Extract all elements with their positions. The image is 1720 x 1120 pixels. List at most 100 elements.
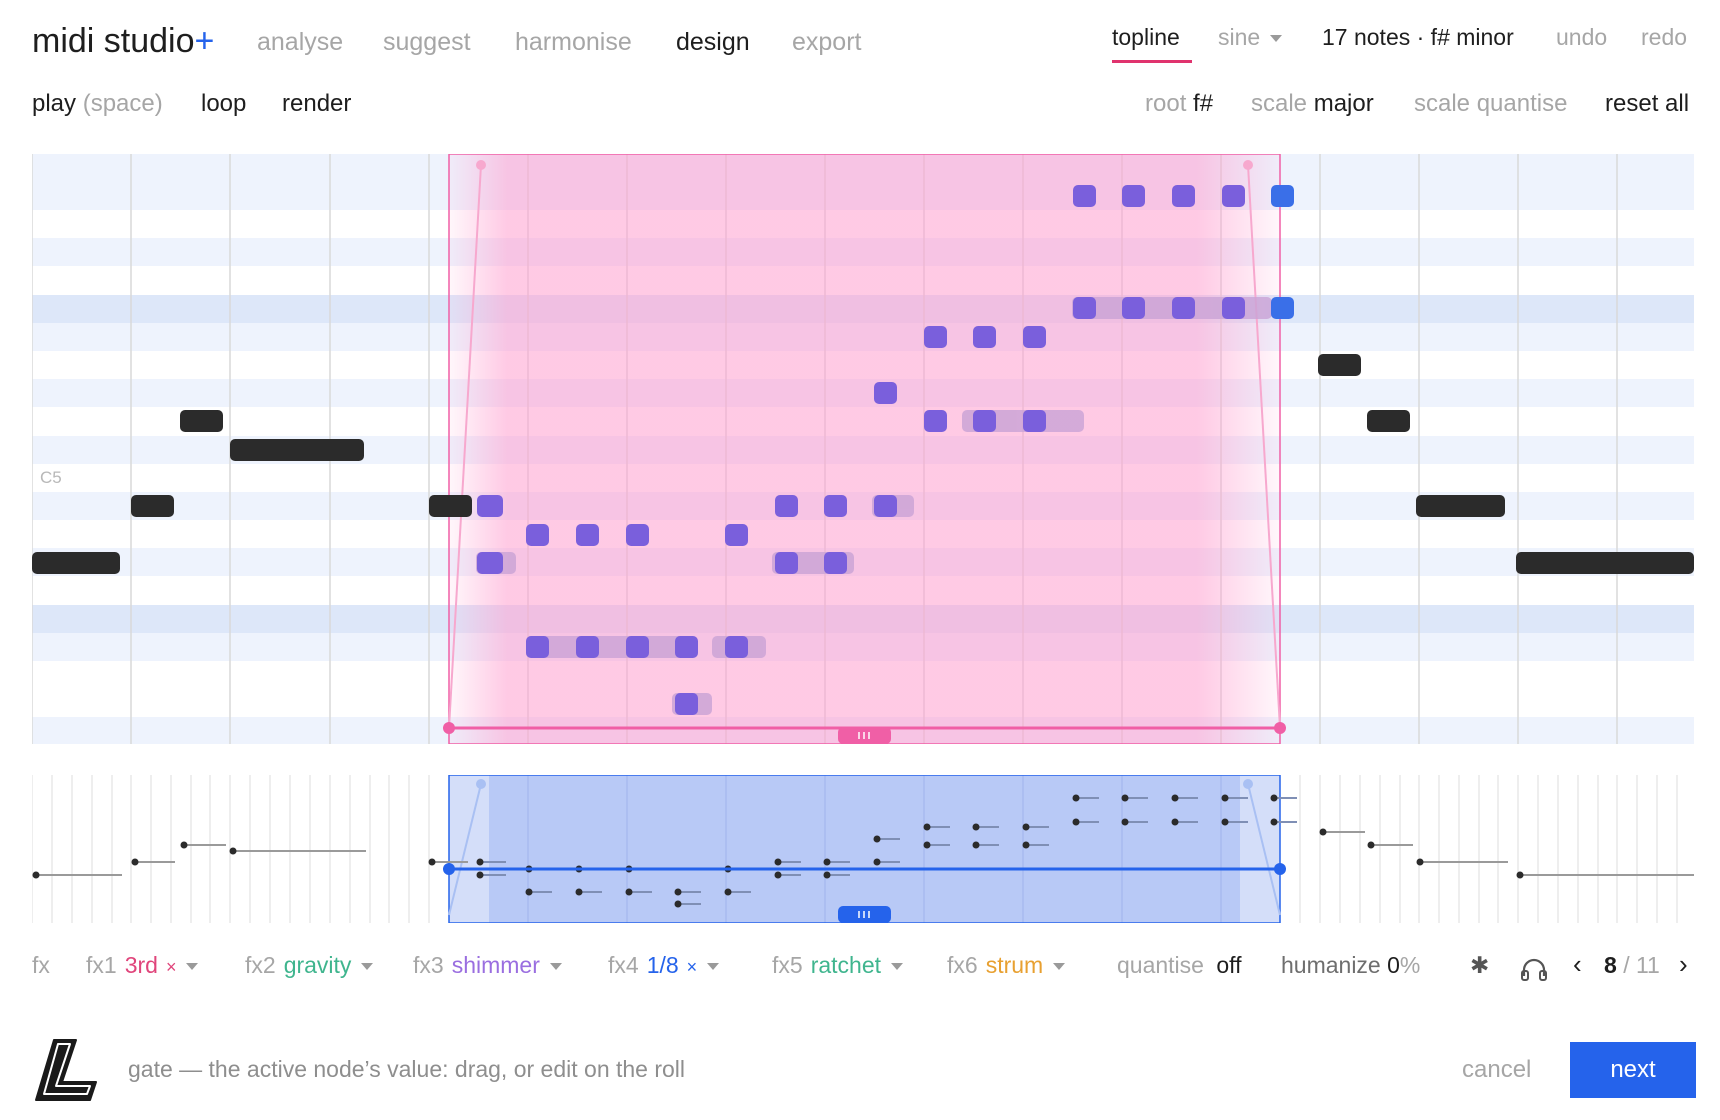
velocity-selection-border bbox=[448, 775, 1281, 923]
fx1-value: 3rd bbox=[124, 952, 158, 978]
humanize-control[interactable]: humanize 0% bbox=[1281, 952, 1420, 979]
velocity-fade-out bbox=[1247, 783, 1281, 916]
undo-button[interactable]: undo bbox=[1556, 24, 1608, 50]
note-summary: 17 notes · f# minor bbox=[1322, 24, 1514, 50]
gate-start-handle[interactable] bbox=[443, 863, 455, 875]
fade-out-curve bbox=[1247, 164, 1281, 729]
fx4-remove-icon[interactable]: × bbox=[686, 957, 698, 977]
fx4-slot[interactable]: fx4 1/8 × bbox=[608, 952, 720, 979]
root-label: root bbox=[1145, 90, 1187, 117]
humanize-label: humanize bbox=[1281, 952, 1381, 978]
fx5-name: fx5 bbox=[772, 952, 803, 978]
fx6-slot[interactable]: fx6 strum bbox=[947, 952, 1066, 979]
fx2-name: fx2 bbox=[245, 952, 276, 978]
nav-export[interactable]: export bbox=[792, 28, 862, 56]
scale-value: major bbox=[1313, 90, 1374, 117]
fx3-name: fx3 bbox=[413, 952, 444, 978]
fx3-value: shimmer bbox=[451, 952, 540, 978]
fx1-name: fx1 bbox=[86, 952, 117, 978]
velocity-fade-in-handle[interactable] bbox=[476, 779, 486, 789]
quantise-value: off bbox=[1216, 952, 1242, 978]
fx4-value: 1/8 bbox=[646, 952, 679, 978]
chevron-down-icon[interactable] bbox=[361, 963, 374, 971]
fx2-value: gravity bbox=[283, 952, 352, 978]
last-edited-notes[interactable] bbox=[1271, 185, 1294, 319]
gate-grip-icon bbox=[858, 911, 870, 918]
edited-notes[interactable] bbox=[477, 185, 1245, 715]
quantise-label: quantise bbox=[1117, 952, 1204, 978]
next-button[interactable]: next bbox=[1570, 1042, 1696, 1098]
status-message: gate — the active node’s value: drag, or… bbox=[128, 1056, 686, 1082]
velocity-nodes[interactable] bbox=[32, 794, 1524, 908]
scale-quantise-button[interactable]: scale quantise bbox=[1414, 90, 1568, 117]
chevron-down-icon[interactable] bbox=[707, 963, 720, 971]
brand-logo bbox=[35, 1039, 97, 1101]
synth-select[interactable]: sine bbox=[1218, 24, 1283, 51]
selection-border bbox=[448, 154, 1281, 744]
chevron-down-icon[interactable] bbox=[549, 963, 562, 971]
quantise-toggle[interactable]: quantise off bbox=[1117, 952, 1242, 979]
cancel-button[interactable]: cancel bbox=[1462, 1056, 1532, 1083]
synth-value: sine bbox=[1218, 24, 1261, 50]
chevron-down-icon[interactable] bbox=[1053, 963, 1066, 971]
nav-design[interactable]: design bbox=[676, 28, 750, 56]
gate-end-handle[interactable] bbox=[1274, 863, 1286, 875]
velocity-fade-left bbox=[449, 775, 489, 923]
loop-button[interactable]: loop bbox=[201, 90, 247, 117]
app-title: midi studio+ bbox=[32, 22, 214, 61]
scale-select[interactable]: scale major bbox=[1251, 90, 1374, 118]
fx3-slot[interactable]: fx3 shimmer bbox=[413, 952, 562, 979]
velocity-fade-in bbox=[448, 783, 482, 916]
plus-icon: + bbox=[194, 22, 215, 60]
fade-in-handle[interactable] bbox=[476, 160, 486, 170]
next-page-button[interactable]: › bbox=[1679, 949, 1688, 979]
c5-label: C5 bbox=[40, 468, 62, 487]
page-indicator: 8 / 11 bbox=[1604, 952, 1660, 979]
fade-out-handle[interactable] bbox=[1243, 160, 1253, 170]
root-select[interactable]: root f# bbox=[1145, 90, 1213, 118]
tab-underline bbox=[1112, 60, 1192, 63]
redo-button[interactable]: redo bbox=[1641, 24, 1688, 50]
fx1-remove-icon[interactable]: × bbox=[165, 957, 177, 977]
fx5-value: ratchet bbox=[810, 952, 882, 978]
fx5-slot[interactable]: fx5 ratchet bbox=[772, 952, 904, 979]
page-current: 8 bbox=[1604, 952, 1617, 978]
app-title-text: midi studio bbox=[32, 22, 195, 60]
root-value: f# bbox=[1193, 90, 1214, 117]
fx4-name: fx4 bbox=[608, 952, 639, 978]
play-label: play bbox=[32, 90, 77, 117]
original-notes bbox=[32, 354, 1694, 574]
play-button[interactable]: play (space) bbox=[32, 90, 163, 118]
velocity-selection[interactable] bbox=[449, 775, 1280, 923]
range-end-handle[interactable] bbox=[1274, 722, 1286, 734]
range-start-handle[interactable] bbox=[443, 722, 455, 734]
fx-label: fx bbox=[32, 952, 50, 978]
page-total: / 11 bbox=[1623, 952, 1660, 978]
fx6-name: fx6 bbox=[947, 952, 978, 978]
nav-suggest[interactable]: suggest bbox=[383, 28, 471, 56]
velocity-stems bbox=[36, 831, 1694, 876]
reset-all-button[interactable]: reset all bbox=[1605, 90, 1690, 117]
headphones-icon[interactable] bbox=[1520, 956, 1548, 982]
piano-roll[interactable]: C5 bbox=[32, 154, 1694, 744]
velocity-lane[interactable] bbox=[32, 775, 1694, 923]
nav-harmonise[interactable]: harmonise bbox=[515, 28, 632, 56]
fx1-slot[interactable]: fx1 3rd × bbox=[86, 952, 199, 979]
scale-label: scale bbox=[1251, 90, 1308, 117]
chevron-down-icon[interactable] bbox=[891, 963, 904, 971]
grip-icon bbox=[858, 732, 870, 739]
fx2-slot[interactable]: fx2 gravity bbox=[245, 952, 374, 979]
tab-topline[interactable]: topline bbox=[1112, 24, 1180, 50]
fx6-value: strum bbox=[985, 952, 1044, 978]
velocity-fade-out-handle[interactable] bbox=[1243, 779, 1253, 789]
velocity-edited-stems bbox=[480, 797, 1297, 905]
prev-page-button[interactable]: ‹ bbox=[1573, 949, 1582, 979]
chevron-down-icon[interactable] bbox=[186, 963, 199, 971]
asterisk-icon[interactable]: ✱ bbox=[1470, 952, 1490, 978]
nav-analyse[interactable]: analyse bbox=[257, 28, 344, 56]
humanize-unit: % bbox=[1399, 952, 1421, 978]
render-button[interactable]: render bbox=[282, 90, 352, 117]
play-hint: (space) bbox=[82, 90, 163, 117]
fade-in-curve bbox=[448, 164, 482, 729]
chevron-down-icon bbox=[1270, 35, 1283, 43]
